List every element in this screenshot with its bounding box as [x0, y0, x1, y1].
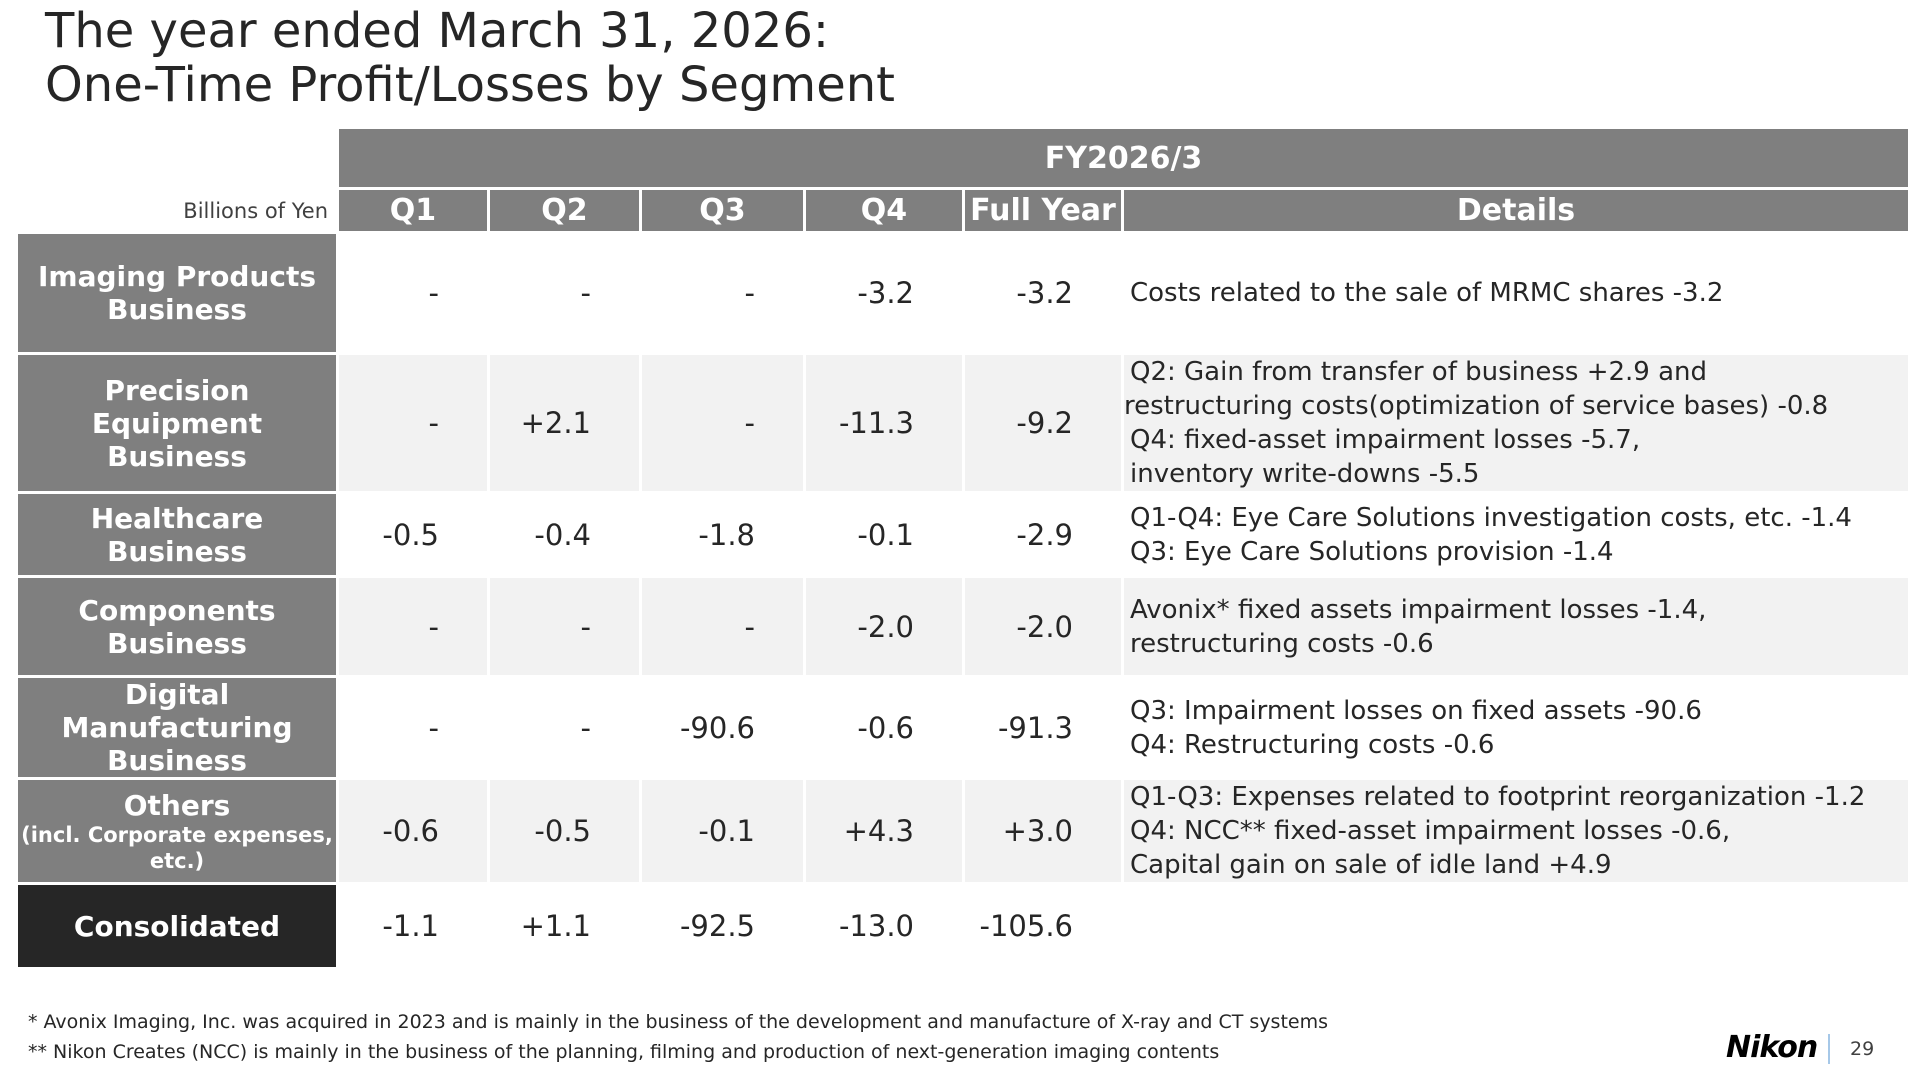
details-line: Q3: Eye Care Solutions provision -1.4 — [1130, 536, 1614, 567]
row-label-text: Precision Equipment Business — [91, 373, 263, 473]
table-row: Imaging Products Business - - - -3.2 -3.… — [18, 234, 1908, 352]
row-label-text: Imaging Products Business — [37, 260, 317, 326]
table-row: Digital Manufacturing Business - - -90.6… — [18, 678, 1908, 777]
cell-value: -9.2 — [965, 355, 1121, 491]
cell-value: -0.4 — [534, 517, 591, 552]
column-header-q3: Q3 — [642, 190, 803, 231]
details-line: Q4: fixed-asset impairment losses -5.7, — [1130, 425, 1641, 455]
cell-value: +4.3 — [806, 780, 962, 882]
row-label-digital-manufacturing: Digital Manufacturing Business — [18, 678, 336, 777]
cell-value: +3.0 — [965, 780, 1121, 882]
cell-value: -0.5 — [382, 517, 439, 552]
cell-value: -3.2 — [857, 276, 914, 310]
cell-value: - — [339, 578, 487, 675]
page-title: The year ended March 31, 2026: One-Time … — [45, 4, 895, 112]
footnote-ncc: ** Nikon Creates (NCC) is mainly in the … — [28, 1041, 1220, 1063]
cell-value: -3.2 — [1016, 276, 1073, 310]
title-line-1: The year ended March 31, 2026: — [45, 3, 830, 59]
cell-value: -2.9 — [1016, 517, 1073, 552]
column-header-q2: Q2 — [490, 190, 639, 231]
column-header-details: Details — [1124, 190, 1909, 231]
cell-value: - — [339, 355, 487, 491]
cell-value: -91.3 — [997, 710, 1073, 745]
details-line: restructuring costs(optimization of serv… — [1124, 391, 1829, 421]
table-row: Precision Equipment Business - +2.1 - -1… — [18, 355, 1909, 491]
cell-value: -0.6 — [339, 780, 487, 882]
cell-value: - — [580, 710, 591, 745]
fiscal-year-header: FY2026/3 — [339, 129, 1909, 187]
cell-value: -105.6 — [979, 909, 1074, 943]
cell-details: Q1-Q3: Expenses related to footprint reo… — [1124, 780, 1909, 882]
row-label-text: Digital Manufacturing Business — [61, 678, 293, 777]
cell-value: -1.1 — [382, 909, 439, 943]
column-header-q1: Q1 — [339, 190, 487, 231]
title-line-2: One-Time Profit/Losses by Segment — [45, 57, 895, 113]
cell-value: - — [428, 276, 439, 310]
cell-value: -0.1 — [857, 517, 914, 552]
table-row: Healthcare Business -0.5 -0.4 -1.8 -0.1 … — [18, 494, 1908, 575]
cell-value: -0.5 — [490, 780, 639, 882]
cell-value: -92.5 — [679, 909, 755, 943]
footer-divider — [1828, 1034, 1830, 1064]
cell-value: -0.6 — [857, 710, 914, 745]
row-label-text: Others — [123, 788, 231, 822]
row-label-imaging-products: Imaging Products Business — [18, 234, 336, 352]
column-header-full-year: Full Year — [965, 190, 1121, 231]
cell-value: +1.1 — [520, 909, 591, 943]
row-sublabel-text: (incl. Corporate expenses, etc.) — [21, 822, 333, 873]
cell-value: -2.0 — [806, 578, 962, 675]
table-row: Components Business - - - -2.0 -2.0 Avon… — [18, 578, 1909, 675]
footnote-avonix: * Avonix Imaging, Inc. was acquired in 2… — [28, 1011, 1329, 1033]
cell-value: - — [490, 578, 639, 675]
row-label-components: Components Business — [18, 578, 336, 675]
segment-table: FY2026/3 Billions of Yen Q1 Q2 Q3 Q4 Ful… — [15, 126, 1911, 970]
cell-details: Q2: Gain from transfer of business +2.9 … — [1124, 355, 1909, 491]
details-line: inventory write-downs -5.5 — [1130, 459, 1480, 489]
cell-details — [1124, 885, 1908, 967]
cell-value: -13.0 — [838, 909, 914, 943]
details-line: Capital gain on sale of idle land +4.9 — [1130, 850, 1612, 880]
cell-value: -11.3 — [806, 355, 962, 491]
details-line: Costs related to the sale of MRMC shares… — [1130, 278, 1724, 308]
cell-details: Costs related to the sale of MRMC shares… — [1124, 234, 1908, 352]
details-line: Q2: Gain from transfer of business +2.9 … — [1130, 357, 1708, 387]
cell-value: - — [580, 276, 591, 310]
cell-details: Q3: Impairment losses on fixed assets -9… — [1124, 678, 1908, 777]
cell-value: - — [428, 710, 439, 745]
cell-value: - — [744, 276, 755, 310]
row-label-text: Consolidated — [73, 909, 281, 943]
cell-value: -0.1 — [642, 780, 803, 882]
cell-value: -90.6 — [679, 710, 755, 745]
row-label-others: Others (incl. Corporate expenses, etc.) — [18, 780, 336, 882]
table-row: Consolidated -1.1 +1.1 -92.5 -13.0 -105.… — [18, 885, 1908, 967]
cell-value: +2.1 — [490, 355, 639, 491]
cell-value: - — [642, 355, 803, 491]
details-line: Q4: NCC** fixed-asset impairment losses … — [1130, 816, 1731, 846]
details-line: Q4: Restructuring costs -0.6 — [1130, 729, 1495, 760]
details-line: restructuring costs -0.6 — [1130, 628, 1434, 659]
cell-value: -2.0 — [965, 578, 1121, 675]
row-label-text: Healthcare Business — [90, 501, 264, 568]
row-label-precision-equipment: Precision Equipment Business — [18, 355, 336, 491]
row-label-healthcare: Healthcare Business — [18, 494, 336, 575]
footnotes: * Avonix Imaging, Inc. was acquired in 2… — [28, 1007, 1328, 1067]
cell-details: Avonix* fixed assets impairment losses -… — [1124, 578, 1909, 675]
cell-value: - — [642, 578, 803, 675]
details-line: Q1-Q3: Expenses related to footprint reo… — [1130, 782, 1866, 812]
details-line: Q1-Q4: Eye Care Solutions investigation … — [1130, 502, 1852, 533]
cell-value: -1.8 — [698, 517, 755, 552]
column-header-q4: Q4 — [806, 190, 962, 231]
nikon-logo: Nikon — [1726, 1030, 1818, 1065]
details-line: Avonix* fixed assets impairment losses -… — [1130, 594, 1707, 625]
row-label-consolidated: Consolidated — [18, 885, 336, 967]
unit-label: Billions of Yen — [18, 190, 336, 231]
details-line: Q3: Impairment losses on fixed assets -9… — [1130, 695, 1702, 726]
row-label-text: Components Business — [78, 593, 276, 660]
cell-details: Q1-Q4: Eye Care Solutions investigation … — [1124, 494, 1908, 575]
page-number: 29 — [1850, 1038, 1875, 1060]
table-row: Others (incl. Corporate expenses, etc.) … — [18, 780, 1909, 882]
